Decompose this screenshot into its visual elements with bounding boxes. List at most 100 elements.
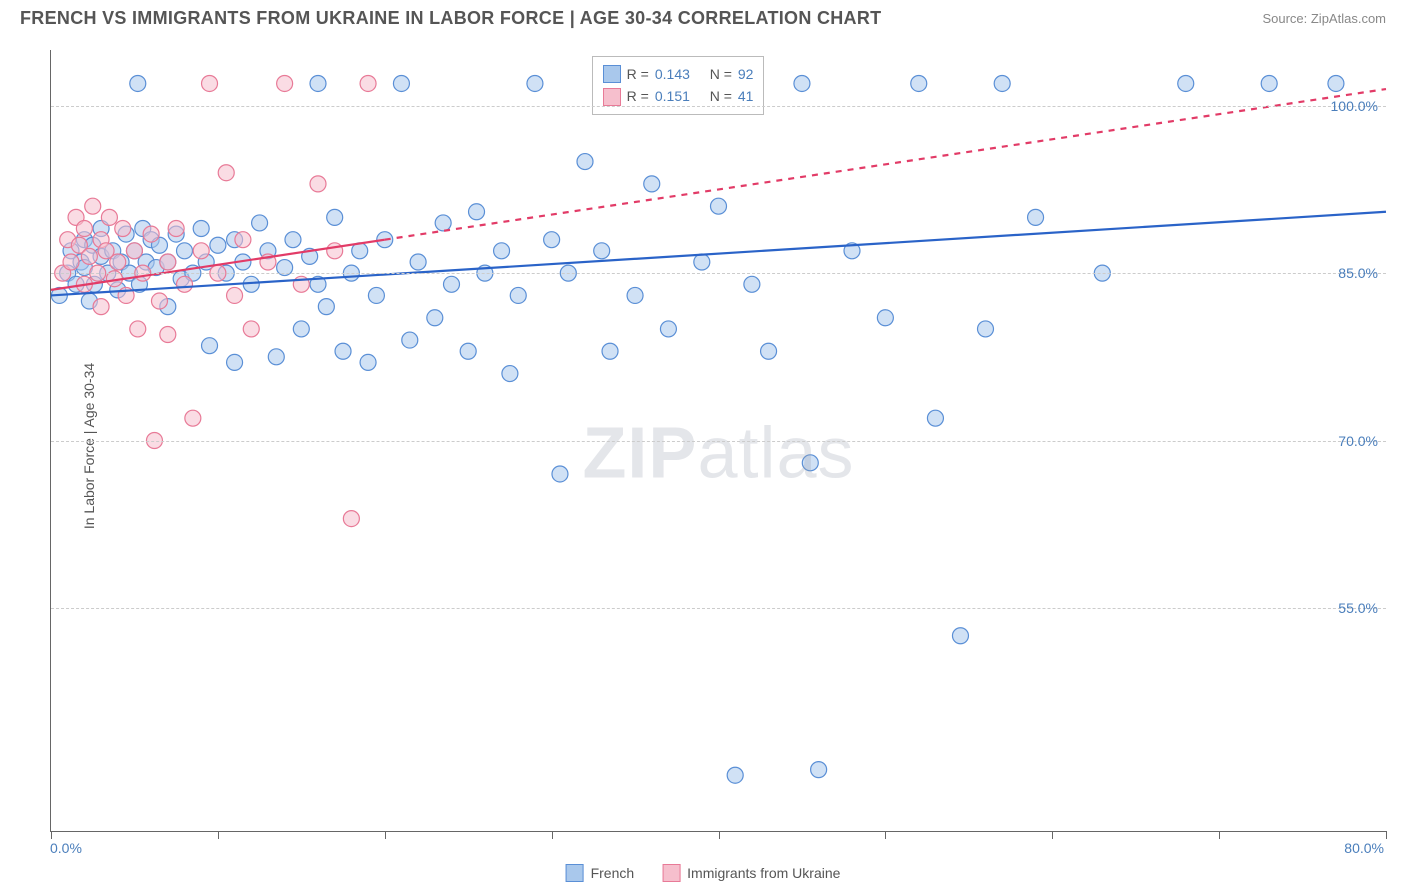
chart-source: Source: ZipAtlas.com [1262,11,1386,26]
data-point [177,276,193,292]
data-point [360,354,376,370]
stat-n-value: 92 [738,63,754,85]
data-point [660,321,676,337]
data-point [268,349,284,365]
legend-swatch [662,864,680,882]
data-point [252,215,268,231]
data-point [318,299,334,315]
data-point [627,287,643,303]
x-tick [885,831,886,839]
data-point [151,293,167,309]
data-point [85,198,101,214]
legend-item: Immigrants from Ukraine [662,864,840,882]
data-point [130,321,146,337]
stats-row: R =0.151 N =41 [603,85,754,107]
data-point [460,343,476,359]
data-point [110,254,126,270]
trendline-dashed [385,89,1386,240]
data-point [552,466,568,482]
chart-title: FRENCH VS IMMIGRANTS FROM UKRAINE IN LAB… [20,8,881,29]
data-point [177,243,193,259]
data-point [744,276,760,292]
stat-n-label: N = [710,63,732,85]
data-point [227,354,243,370]
data-point [227,287,243,303]
data-point [63,254,79,270]
x-tick [1219,831,1220,839]
data-point [327,243,343,259]
x-tick [1386,831,1387,839]
data-point [335,343,351,359]
data-point [185,410,201,426]
gridline-h [51,106,1386,107]
y-tick-label: 70.0% [1338,433,1378,449]
data-point [101,209,117,225]
y-tick-label: 100.0% [1331,98,1378,114]
data-point [160,327,176,343]
stat-r-value: 0.151 [655,85,690,107]
legend-label: Immigrants from Ukraine [687,865,840,881]
data-point [494,243,510,259]
data-point [727,767,743,783]
data-point [160,254,176,270]
data-point [927,410,943,426]
data-point [1261,75,1277,91]
gridline-h [51,441,1386,442]
gridline-h [51,608,1386,609]
x-tick [385,831,386,839]
data-point [510,287,526,303]
data-point [502,366,518,382]
legend-item: French [566,864,635,882]
data-point [802,455,818,471]
data-point [93,299,109,315]
data-point [711,198,727,214]
data-point [952,628,968,644]
x-tick [719,831,720,839]
data-point [1178,75,1194,91]
data-point [126,243,142,259]
x-tick [552,831,553,839]
data-point [327,209,343,225]
data-point [168,221,184,237]
data-point [81,248,97,264]
legend-swatch [566,864,584,882]
data-point [285,232,301,248]
data-point [811,762,827,778]
y-tick-label: 85.0% [1338,265,1378,281]
data-point [243,321,259,337]
chart-header: FRENCH VS IMMIGRANTS FROM UKRAINE IN LAB… [0,0,1406,39]
stat-r-value: 0.143 [655,63,690,85]
data-point [761,343,777,359]
data-point [293,321,309,337]
data-point [469,204,485,220]
x-tick [51,831,52,839]
data-point [202,338,218,354]
data-point [368,287,384,303]
data-point [310,75,326,91]
data-point [218,165,234,181]
data-point [644,176,660,192]
data-point [310,176,326,192]
series-swatch [603,88,621,106]
data-point [877,310,893,326]
x-tick-label-left: 0.0% [50,840,82,856]
data-point [594,243,610,259]
data-point [130,75,146,91]
data-point [794,75,810,91]
data-point [527,75,543,91]
data-point [410,254,426,270]
plot-area: R =0.143 N =92R =0.151 N =41 ZIPatlas 55… [50,50,1386,832]
data-point [76,221,92,237]
data-point [360,75,376,91]
x-tick-label-right: 80.0% [1344,840,1384,856]
data-point [402,332,418,348]
series-swatch [603,65,621,83]
data-point [193,221,209,237]
data-point [210,237,226,253]
data-point [994,75,1010,91]
data-point [978,321,994,337]
stat-n-value: 41 [738,85,754,107]
data-point [115,221,131,237]
stat-r-label: R = [627,63,649,85]
data-point [1328,75,1344,91]
